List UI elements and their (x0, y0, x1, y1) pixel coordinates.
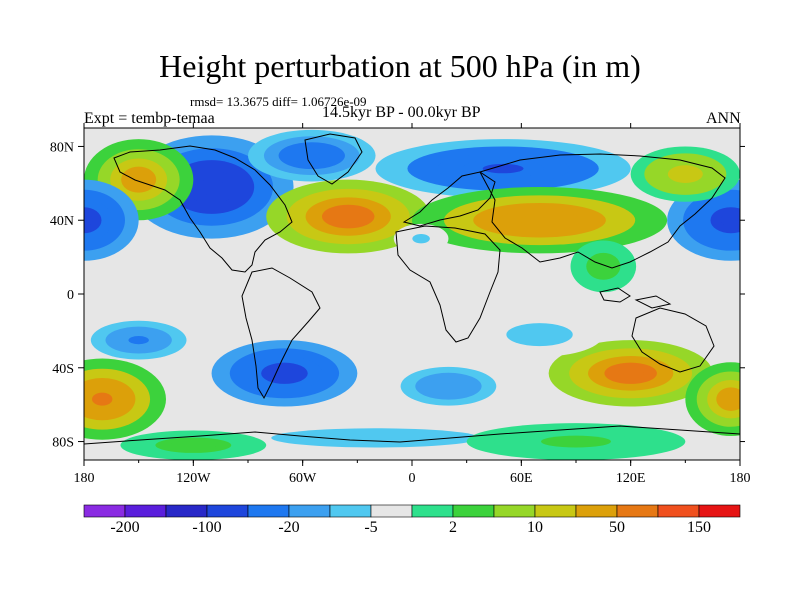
colorbar-label: -100 (192, 519, 221, 536)
season-label: ANN (706, 110, 741, 127)
colorbar-swatch (288, 504, 331, 518)
contour-level (720, 213, 740, 227)
contour-level (181, 442, 205, 448)
y-tick-label: 80N (50, 140, 74, 155)
contour-level (676, 169, 695, 179)
x-tick-label: 180 (74, 471, 95, 486)
contour-feature (570, 240, 637, 293)
colorbar-swatch (616, 504, 659, 518)
contour-level (301, 151, 322, 160)
experiment-label: Expt = tembp-temaa (84, 110, 215, 127)
colorbar-label: 50 (609, 519, 625, 536)
coastline-asia (479, 153, 726, 269)
colorbar-swatch (698, 504, 741, 518)
contour-level (335, 210, 362, 223)
contour-feature (175, 419, 577, 457)
colorbar-swatch (124, 504, 167, 518)
colorbar-swatch (165, 504, 208, 518)
coastline-south-america (241, 267, 321, 400)
colorbar-swatch (370, 504, 413, 518)
colorbar-swatch (452, 504, 495, 518)
y-tick-label: 0 (67, 288, 74, 303)
contour-feature (266, 179, 431, 254)
colorbar-label: 2 (449, 519, 457, 536)
coastline-europe (402, 171, 496, 227)
contour-level (272, 367, 297, 379)
contour-level (519, 214, 560, 226)
x-tick-label: 60E (510, 471, 533, 486)
coastline-antarctica (84, 425, 740, 445)
contour-level (129, 173, 148, 187)
contour-level (482, 163, 524, 174)
contour-level (416, 236, 426, 242)
contour-feature (685, 362, 740, 437)
y-tick-label: 80S (52, 436, 74, 451)
x-tick-label: 60W (289, 471, 317, 486)
colorbar: -200 -100 -20 -5 2 10 50 150 (83, 504, 741, 536)
coastline-africa (395, 225, 501, 343)
contour-level (198, 178, 225, 196)
contour-level (529, 331, 550, 339)
contour-feature (393, 223, 449, 254)
colorbar-swatch (657, 504, 700, 518)
contour-feature (211, 340, 358, 407)
colorbar-swatch (534, 504, 577, 518)
contour-feature (120, 430, 267, 460)
contour-feature (630, 146, 740, 202)
colorbar-label: -5 (364, 519, 377, 536)
contour-fill (84, 128, 740, 460)
contour-level (438, 382, 459, 391)
contour-feature (375, 139, 631, 199)
contour-feature (548, 340, 713, 407)
contour-level (92, 392, 113, 406)
colorbar-label: 10 (527, 519, 543, 536)
contour-feature (384, 360, 513, 413)
y-tick-label: 40N (50, 214, 74, 229)
period-label: 14.5kyr BP - 00.0kyr BP (322, 104, 481, 121)
x-tick-label: 180 (730, 471, 751, 486)
colorbar-swatch (411, 504, 454, 518)
contour-level (128, 335, 149, 345)
rmsd-diff-stats: rmsd= 13.3675 diff= 1.06726e-09 (190, 94, 367, 109)
colorbar-label: -200 (110, 519, 139, 536)
chart-title: Height perturbation at 500 hPa (in m) (159, 48, 641, 84)
coastline-indonesia (599, 287, 672, 309)
coastline-north-america (113, 145, 293, 273)
colorbar-swatch (329, 504, 372, 518)
x-tick-label: 0 (409, 471, 416, 486)
colorbar-swatch (247, 504, 290, 518)
colorbar-swatch (575, 504, 618, 518)
contour-feature (412, 187, 668, 254)
colorbar-swatch (493, 504, 536, 518)
x-tick-label: 120W (176, 471, 211, 486)
colorbar-swatch (83, 504, 126, 518)
contour-feature (475, 312, 604, 357)
colorbar-label: -20 (278, 519, 299, 536)
colorbar-swatch (206, 504, 249, 518)
contour-level (84, 213, 93, 227)
axes: 180 120W 60W 0 60E 120E 180 80N 40N 0 40S 80S (50, 123, 751, 486)
contour-level (343, 434, 408, 441)
colorbar-label: 150 (687, 519, 711, 536)
contour-feature (84, 358, 166, 440)
coastline-australia (631, 307, 715, 373)
coastlines (84, 133, 740, 445)
coastline-greenland (304, 133, 363, 185)
contour-level (723, 393, 739, 406)
contour-feature (84, 179, 139, 261)
contour-level (558, 438, 594, 445)
contour-feature (84, 314, 203, 366)
y-tick-label: 40S (52, 362, 74, 377)
x-tick-label: 120E (616, 471, 646, 486)
contour-feature (248, 129, 376, 182)
contour-level (617, 367, 644, 379)
